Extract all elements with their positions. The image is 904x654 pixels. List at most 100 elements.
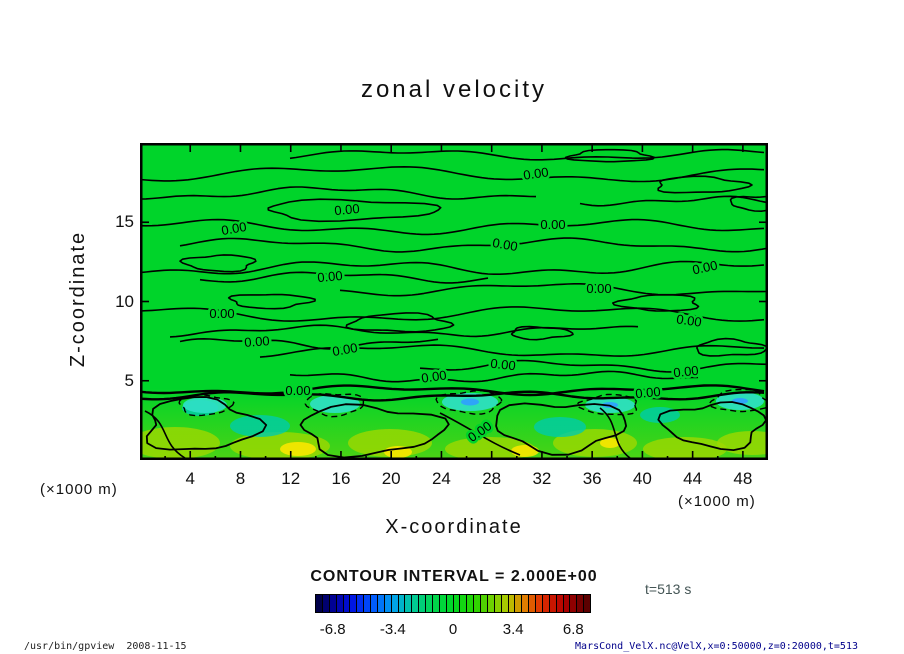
colorbar-cell xyxy=(322,595,330,612)
velocity-anomaly-patch xyxy=(511,445,539,457)
colorbar-cell xyxy=(494,595,502,612)
colorbar-cell xyxy=(584,595,590,612)
colorbar-cell xyxy=(481,595,488,612)
contour-interval-label: CONTOUR INTERVAL = 2.000E+00 xyxy=(310,568,598,585)
colorbar-cell xyxy=(398,595,406,612)
colorbar-tick-label: -3.4 xyxy=(379,621,406,638)
velocity-anomaly-patch xyxy=(140,427,220,459)
closed-contour-loop xyxy=(178,394,235,417)
colorbar-cell xyxy=(377,595,385,612)
velocity-anomaly-patch xyxy=(643,437,727,460)
x-axis-unit: (×1000 m) xyxy=(678,493,756,510)
y-axis-label: Z-coordinate xyxy=(67,230,89,368)
contour-value-label: 0.00 xyxy=(490,356,517,374)
x-tick-label: 4 xyxy=(185,469,195,488)
colorbar-cell xyxy=(536,595,543,612)
closed-contour-loop xyxy=(657,401,767,451)
contour-squiggle xyxy=(599,407,631,459)
colorbar-tick-label: -6.8 xyxy=(319,621,346,638)
zero-contour-line xyxy=(140,186,537,200)
colorbar-cell xyxy=(432,595,440,612)
contour-squiggle xyxy=(144,410,186,459)
footer-dataset: MarsCond_VelX.nc@VelX,x=0:50000,z=0:2000… xyxy=(575,641,858,652)
colorbar-cell xyxy=(542,595,550,612)
contour-value-label: 0.00 xyxy=(285,383,310,398)
colorbar-cell xyxy=(357,595,365,612)
velocity-anomaly-patch xyxy=(461,398,479,406)
y-tick-label: 5 xyxy=(124,370,134,390)
contour-value-label: 0.00 xyxy=(635,384,662,401)
zero-contour-line xyxy=(179,237,768,253)
colorbar-cell xyxy=(343,595,351,612)
x-tick-label: 32 xyxy=(532,469,552,488)
velocity-anomaly-patch xyxy=(600,438,620,448)
colorbar-cell xyxy=(419,595,426,612)
x-axis-label: X-coordinate xyxy=(385,516,523,538)
closed-contour-loop xyxy=(227,293,316,310)
x-tick-label: 20 xyxy=(381,469,401,488)
y-tick-label: 15 xyxy=(115,212,134,232)
x-tick-label: 12 xyxy=(281,469,301,488)
colorbar-cell xyxy=(446,595,454,612)
zero-contour-line xyxy=(289,148,765,161)
colorbar-cell xyxy=(522,595,530,612)
closed-contour-loop xyxy=(145,396,268,451)
contour-value-label: 0.00 xyxy=(244,333,270,350)
closed-contour-loop xyxy=(267,198,442,223)
colorbar-cell xyxy=(439,595,447,612)
contour-value-label: 0.00 xyxy=(675,311,702,329)
x-tick-label: 24 xyxy=(431,469,451,488)
colorbar-cell xyxy=(364,595,371,612)
x-tick-label: 8 xyxy=(235,469,246,488)
colorbar-cell xyxy=(391,595,399,612)
colorbar-cell xyxy=(501,595,509,612)
colorbar-cell xyxy=(563,595,571,612)
colorbar-cell xyxy=(350,595,358,612)
closed-contour-loop xyxy=(729,195,768,212)
colorbar-cell xyxy=(371,595,378,612)
contour-value-label: 0.00 xyxy=(586,281,611,296)
y-tick-label: 10 xyxy=(115,291,134,311)
plot-title: zonal velocity xyxy=(360,76,548,103)
colorbar-cell xyxy=(549,595,557,612)
contour-value-label: 0.00 xyxy=(420,367,447,385)
zero-contour-line xyxy=(419,359,768,373)
velocity-anomaly-patch xyxy=(183,397,227,413)
zero-contour-line xyxy=(140,306,765,322)
closed-contour-loop xyxy=(696,337,768,357)
closed-contour-loop xyxy=(179,254,257,273)
colorbar-cell xyxy=(570,595,578,612)
zero-contour-line xyxy=(140,218,765,236)
zero-contour-line xyxy=(140,166,765,183)
closed-contour-loop xyxy=(657,175,753,194)
zero-contour-line xyxy=(259,344,765,358)
colorbar-tick-label: 3.4 xyxy=(502,621,524,638)
colorbar-cell xyxy=(336,595,344,612)
closed-contour-loop xyxy=(564,148,656,163)
contour-squiggle xyxy=(439,412,521,456)
x-tick-label: 48 xyxy=(733,469,753,488)
colorbar-tick-label: 0 xyxy=(448,621,458,638)
colorbar-cell xyxy=(329,595,337,612)
x-tick-label: 16 xyxy=(331,469,351,488)
velocity-anomaly-patch xyxy=(534,417,586,437)
colorbar xyxy=(315,594,591,613)
zero-contour-line xyxy=(339,283,767,297)
contour-plot-canvas: 0.00 0.00 0.00 0.00 0.00 0.00 0.00 0.00 0.00 0.00… xyxy=(140,143,768,460)
colorbar-cell xyxy=(405,595,413,612)
colorbar-cell xyxy=(412,595,420,612)
velocity-anomaly-patch xyxy=(280,442,316,456)
colorbar-cell xyxy=(529,595,536,612)
contour-value-label: 0.00 xyxy=(540,217,565,232)
closed-contour-loop xyxy=(708,388,768,413)
contour-value-label: 0.00 xyxy=(673,363,700,381)
contour-value-label: 0.00 xyxy=(209,306,234,321)
closed-contour-loop xyxy=(345,312,455,333)
closed-contour-loop xyxy=(304,393,365,418)
x-tick-label: 40 xyxy=(632,469,652,488)
zero-contour-line xyxy=(140,260,765,275)
colorbar-cell xyxy=(487,595,495,612)
velocity-anomaly-patch xyxy=(445,437,535,460)
colorbar-cell xyxy=(426,595,433,612)
